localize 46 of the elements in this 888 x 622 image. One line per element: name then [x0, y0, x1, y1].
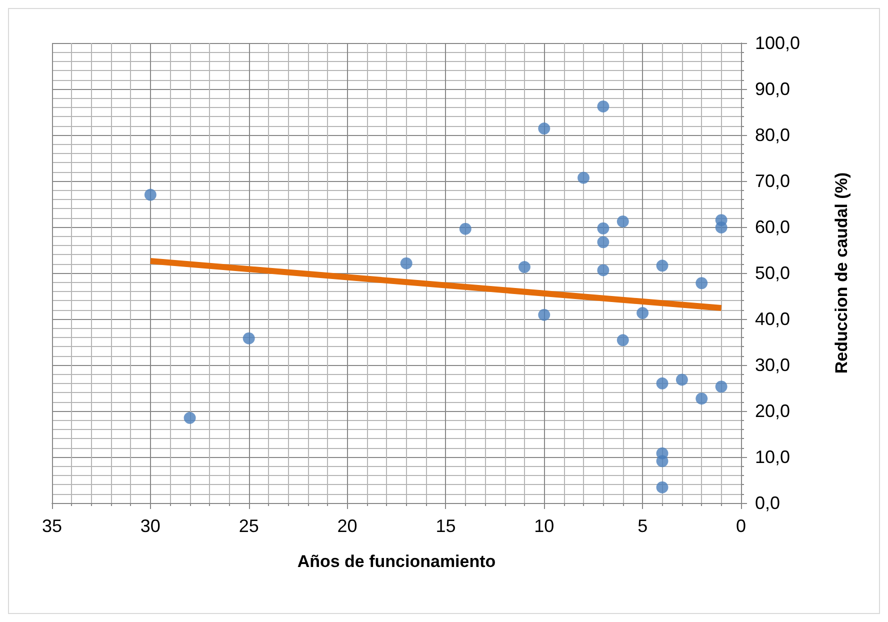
- point: [597, 222, 610, 234]
- x-tick-label: 20: [337, 516, 358, 536]
- x-tick-label: 5: [638, 516, 648, 536]
- y-axis-title: Reduccion de caudal (%): [832, 172, 851, 374]
- point: [578, 172, 590, 184]
- point: [597, 236, 610, 248]
- y-tick-label: 70,0: [755, 171, 790, 191]
- point: [696, 392, 708, 405]
- point: [616, 334, 629, 346]
- point: [696, 277, 708, 290]
- y-tick-label: 100,0: [755, 33, 800, 53]
- point: [597, 264, 610, 276]
- y-tick-label: 90,0: [755, 79, 790, 99]
- x-tick-label: 0: [736, 516, 746, 536]
- y-tick-label: 60,0: [755, 217, 790, 237]
- point: [538, 122, 550, 135]
- x-tick-label: 35: [42, 516, 62, 536]
- point: [597, 100, 610, 112]
- y-tick-label: 20,0: [755, 401, 790, 421]
- point: [538, 308, 550, 321]
- x-axis-title: Años de funcionamiento: [297, 552, 496, 571]
- y-tick-label: 0,0: [755, 493, 780, 513]
- point: [459, 222, 472, 235]
- x-tick-label: 30: [140, 516, 160, 536]
- point: [656, 455, 668, 468]
- point: [656, 260, 668, 272]
- y-tick-label: 40,0: [755, 309, 790, 329]
- x-tick-label: 15: [436, 516, 456, 536]
- y-tick-label: 30,0: [755, 355, 790, 375]
- y-tick-label: 50,0: [755, 263, 790, 283]
- y-tick-label: 80,0: [755, 125, 790, 145]
- x-tick-label: 10: [534, 516, 554, 536]
- point: [242, 332, 255, 344]
- point: [616, 215, 629, 228]
- point: [518, 261, 530, 274]
- x-tick-label: 25: [238, 516, 259, 536]
- point: [636, 307, 649, 320]
- point: [400, 257, 412, 270]
- point: [656, 481, 668, 494]
- point: [715, 380, 728, 393]
- point: [656, 377, 668, 390]
- point: [715, 221, 728, 234]
- y-tick-label: 10,0: [755, 447, 790, 467]
- point: [676, 374, 688, 386]
- point: [144, 188, 156, 201]
- point: [184, 412, 196, 424]
